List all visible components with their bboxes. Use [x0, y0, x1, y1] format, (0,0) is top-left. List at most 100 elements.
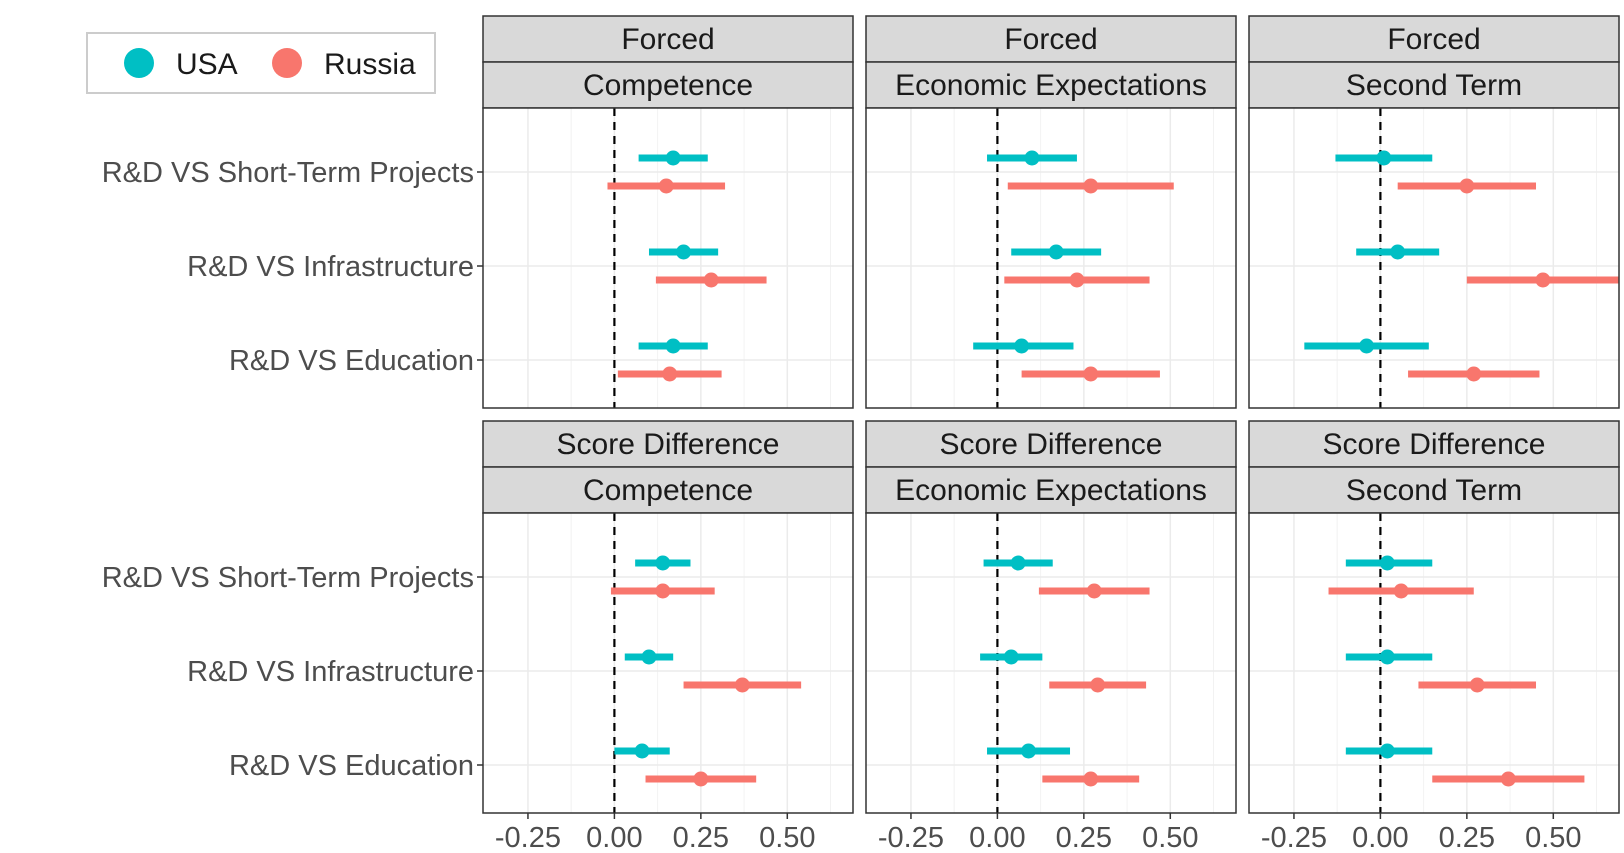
point-estimate-russia [1459, 178, 1475, 194]
point-estimate-russia [662, 366, 678, 382]
x-tick-label: 0.50 [759, 822, 815, 853]
legend-key-russia [272, 48, 302, 78]
panel-border [1248, 107, 1620, 409]
x-tick-label: -0.25 [495, 822, 561, 853]
point-estimate-usa [1014, 338, 1030, 354]
point-estimate-usa [665, 338, 681, 354]
point-estimate-usa [1024, 150, 1040, 166]
strip-col [1248, 61, 1620, 109]
point-estimate-russia [1500, 771, 1516, 787]
strip-col [482, 61, 854, 109]
strip-row [865, 420, 1237, 468]
point-estimate-usa [1048, 244, 1064, 260]
strip-col [865, 466, 1237, 514]
point-estimate-usa [1379, 555, 1395, 571]
strip-row-label: Score Difference [557, 428, 780, 461]
legend-label-russia: Russia [324, 48, 416, 81]
strip-row-label: Score Difference [940, 428, 1163, 461]
strip-col [1248, 466, 1620, 514]
facet-panels: Forced Competence Forced Economic Expectati… [482, 15, 1620, 814]
panel-2: Forced Economic Expectations [865, 15, 1237, 409]
point-estimate-russia [1069, 272, 1085, 288]
strip-col-label: Economic Expectations [895, 474, 1207, 507]
plot-area [866, 108, 1236, 408]
point-estimate-usa [676, 244, 692, 260]
y-tick-label: R&D VS Education [229, 345, 474, 377]
x-tick-label: -0.25 [878, 822, 944, 853]
y-tick-label: R&D VS Infrastructure [187, 251, 474, 283]
point-estimate-russia [655, 583, 671, 599]
legend-key-usa [124, 48, 154, 78]
strip-col-label: Economic Expectations [895, 69, 1207, 102]
strip-row-label: Forced [1387, 23, 1480, 56]
strip-row [1248, 420, 1620, 468]
panel-border [482, 107, 854, 409]
panel-4: Score Difference Competence [482, 420, 854, 814]
point-estimate-usa [665, 150, 681, 166]
point-estimate-usa [1379, 743, 1395, 759]
panel-border [1248, 512, 1620, 814]
y-tick-label: R&D VS Short-Term Projects [102, 562, 474, 594]
point-estimate-russia [658, 178, 674, 194]
point-estimate-usa [1390, 244, 1406, 260]
point-estimate-usa [634, 743, 650, 759]
strip-row [1248, 15, 1620, 63]
panel-6: Score Difference Second Term [1248, 420, 1620, 814]
x-axis: -0.25 0.00 0.25 0.50 -0.25 0.00 0.25 0.50 -0.25 0… [495, 813, 1582, 853]
point-estimate-russia [703, 272, 719, 288]
strip-col-label: Competence [583, 69, 753, 102]
x-tick-label: 0.25 [1056, 822, 1112, 853]
point-estimate-usa [641, 649, 657, 665]
strip-row-label: Score Difference [1323, 428, 1546, 461]
panel-1: Forced Competence [482, 15, 854, 409]
strip-col [865, 61, 1237, 109]
point-estimate-russia [1086, 583, 1102, 599]
strip-col-label: Competence [583, 474, 753, 507]
x-tick-label: 0.50 [1525, 822, 1581, 853]
legend: USA Russia [86, 32, 436, 94]
panel-border [482, 512, 854, 814]
point-estimate-russia [1393, 583, 1409, 599]
point-estimate-russia [734, 677, 750, 693]
x-tick-label: 0.00 [1352, 822, 1408, 853]
x-tick-label: -0.25 [1261, 822, 1327, 853]
strip-col [482, 466, 854, 514]
x-tick-label: 0.00 [969, 822, 1025, 853]
point-estimate-russia [1535, 272, 1551, 288]
x-tick-label: 0.50 [1142, 822, 1198, 853]
y-axis: R&D VS Short-Term Projects R&D VS Infrast… [102, 157, 483, 782]
point-estimate-usa [1003, 649, 1019, 665]
plot-area [1249, 108, 1619, 408]
point-estimate-russia [1090, 677, 1106, 693]
point-estimate-russia [1083, 178, 1099, 194]
x-tick-label: 0.00 [586, 822, 642, 853]
point-estimate-usa [1359, 338, 1375, 354]
point-estimate-usa [1010, 555, 1026, 571]
panel-5: Score Difference Economic Expectations [865, 420, 1237, 814]
strip-row-label: Forced [1004, 23, 1097, 56]
point-estimate-russia [1083, 366, 1099, 382]
point-estimate-usa [655, 555, 671, 571]
strip-col-label: Second Term [1346, 474, 1522, 507]
point-estimate-usa [1021, 743, 1037, 759]
point-estimate-usa [1376, 150, 1392, 166]
point-estimate-usa [1379, 649, 1395, 665]
panel-3: Forced Second Term [1248, 15, 1620, 409]
plot-area [866, 513, 1236, 813]
point-estimate-russia [693, 771, 709, 787]
panel-border [865, 107, 1237, 409]
plot-area [1249, 513, 1619, 813]
x-tick-label: 0.25 [1439, 822, 1495, 853]
panel-border [865, 512, 1237, 814]
y-tick-label: R&D VS Short-Term Projects [102, 157, 474, 189]
x-tick-label: 0.25 [673, 822, 729, 853]
strip-col-label: Second Term [1346, 69, 1522, 102]
strip-row [482, 15, 854, 63]
y-tick-label: R&D VS Infrastructure [187, 656, 474, 688]
point-estimate-russia [1083, 771, 1099, 787]
y-tick-label: R&D VS Education [229, 750, 474, 782]
point-estimate-russia [1466, 366, 1482, 382]
strip-row-label: Forced [621, 23, 714, 56]
legend-label-usa: USA [176, 48, 238, 81]
